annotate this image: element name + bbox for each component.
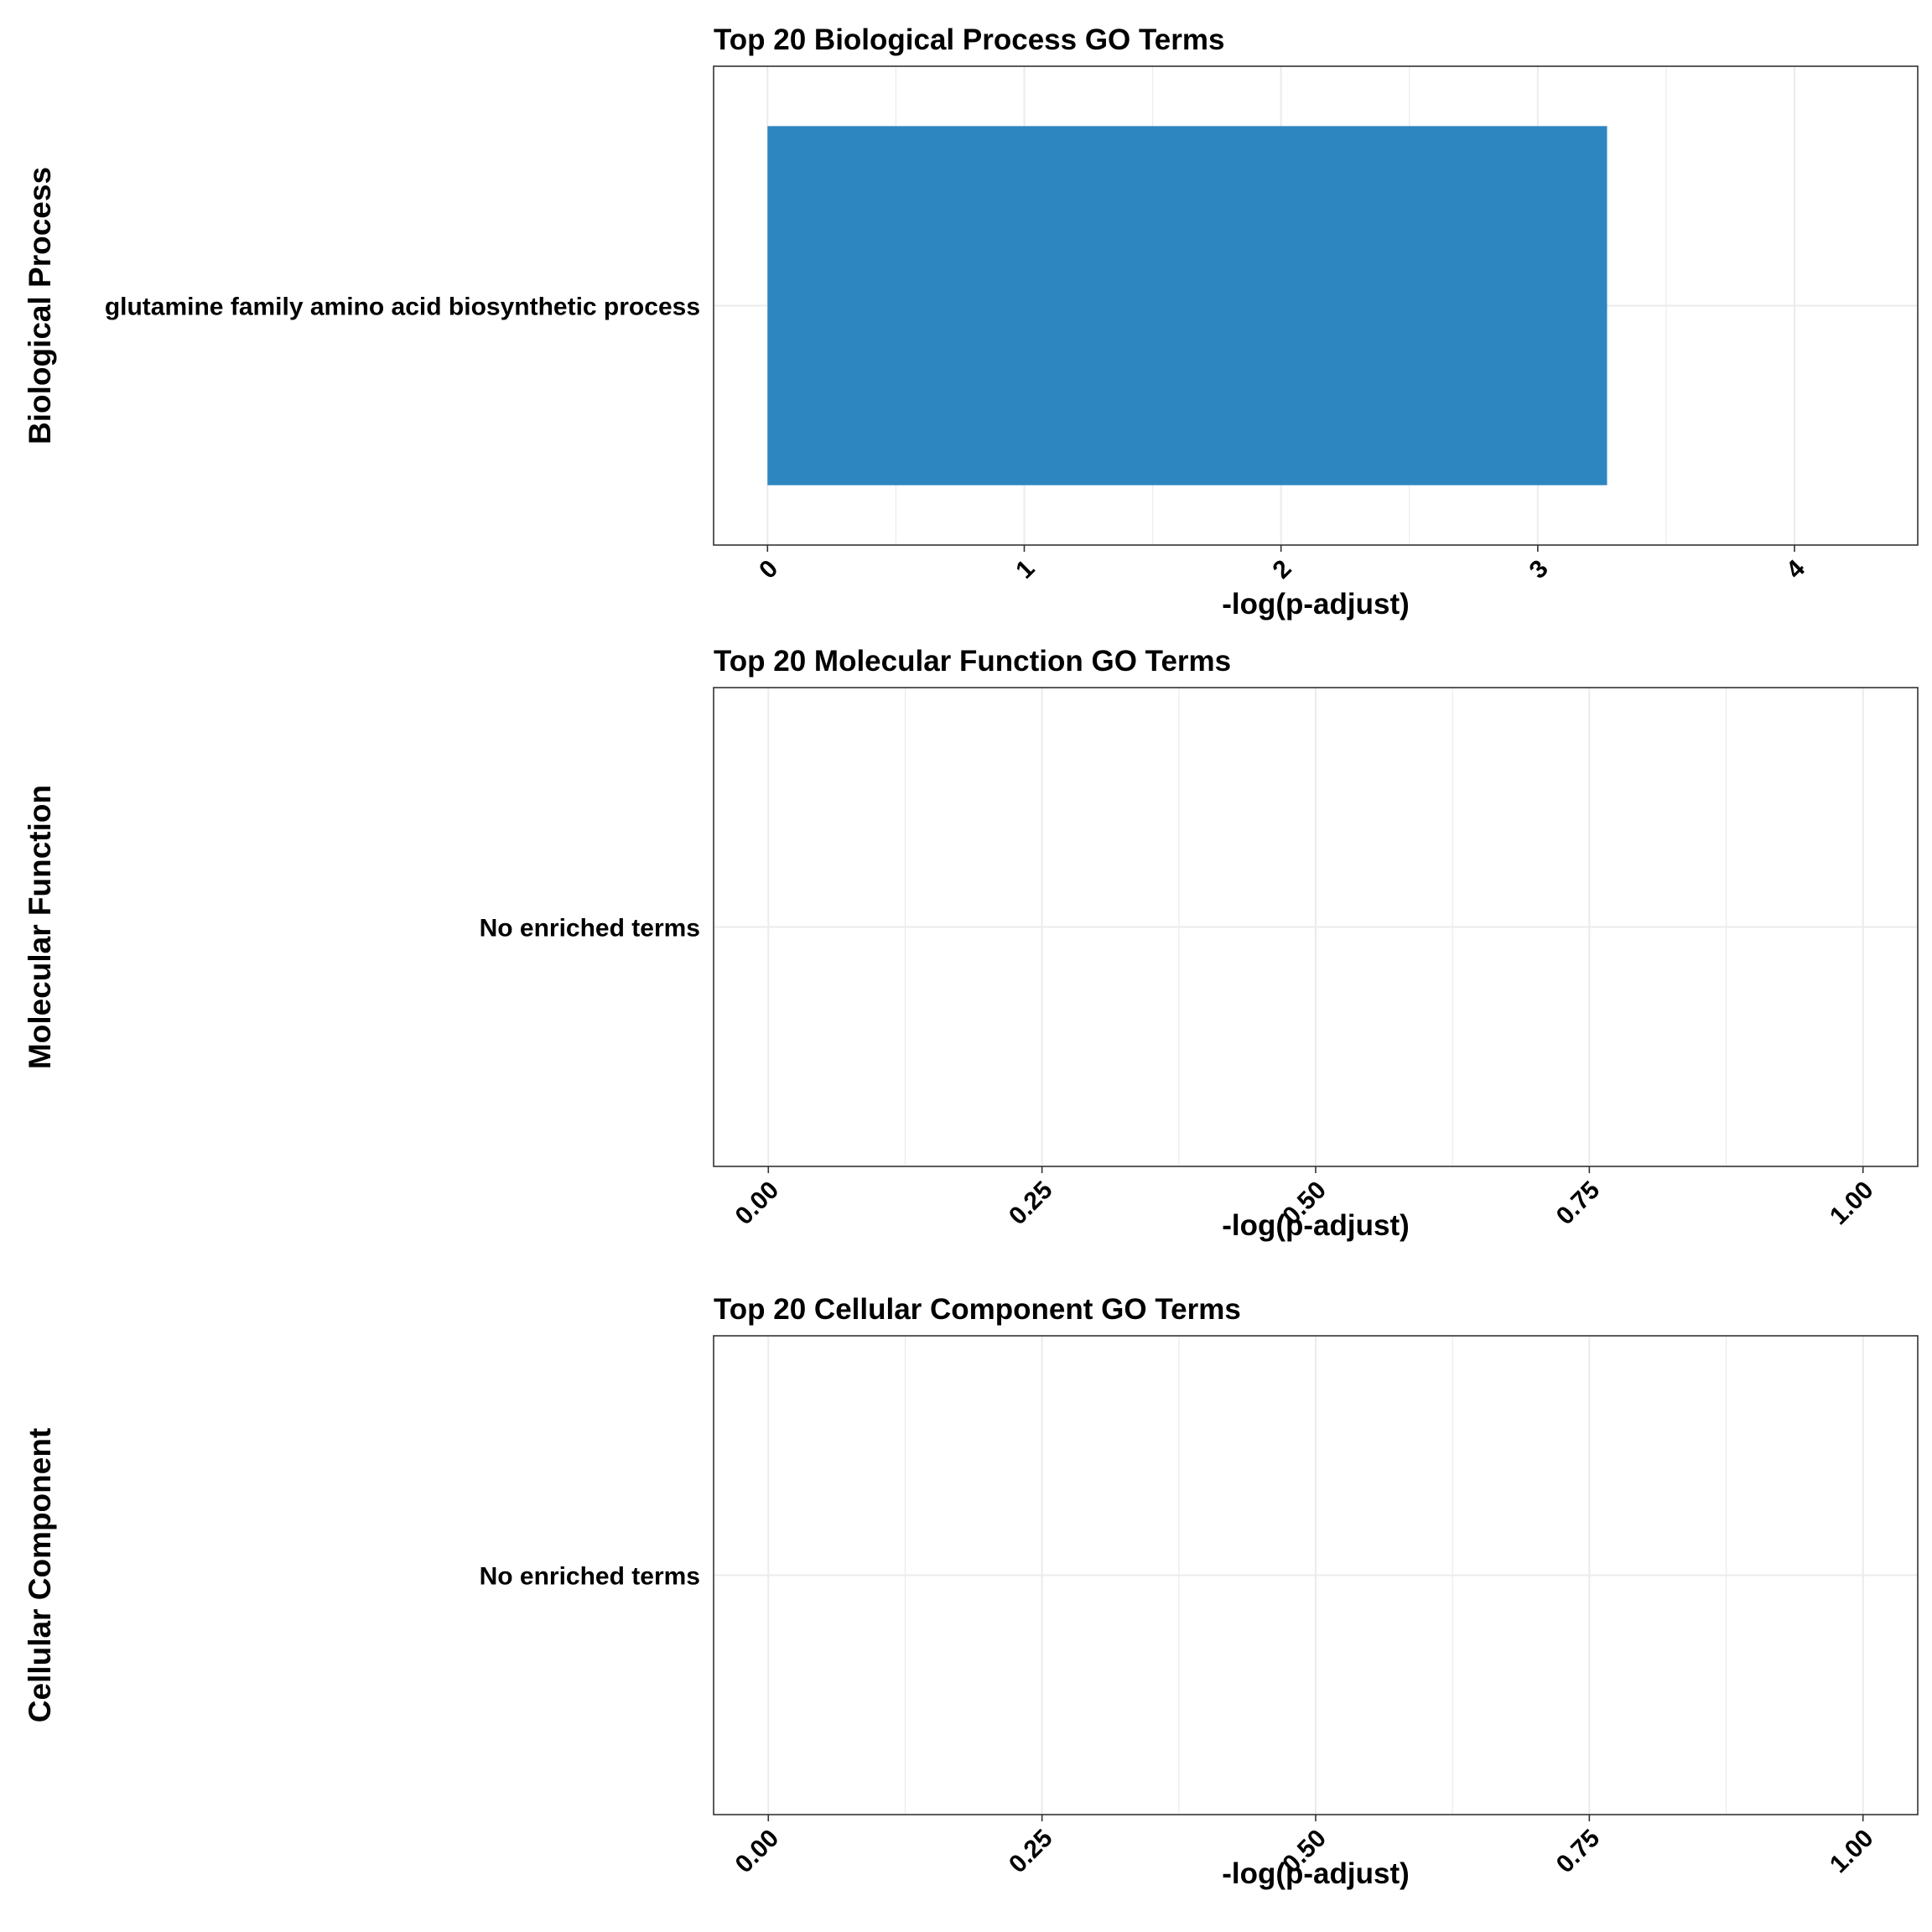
y-tick-label: No enriched terms: [480, 915, 700, 943]
y-tick-label: No enriched terms: [480, 1563, 700, 1591]
chart-title: Top 20 Molecular Function GO Terms: [714, 645, 1231, 678]
bar: [767, 126, 1607, 486]
panel-3: Top 20 Cellular Component GO Terms No enr…: [23, 1293, 1919, 1890]
chart-title: Top 20 Cellular Component GO Terms: [714, 1293, 1241, 1326]
panel-border: [713, 65, 1919, 546]
y-tick-label: glutamine family amino acid biosynthetic…: [105, 293, 700, 321]
chart-title: Top 20 Biological Process GO Terms: [714, 23, 1224, 56]
y-axis-title: Molecular Function: [23, 785, 57, 1069]
panel-1: Top 20 Biological Process GO Terms glutam…: [23, 23, 1919, 621]
x-axis-title: -log(p-adjust): [1222, 1857, 1410, 1890]
x-axis-title: -log(p-adjust): [1222, 1209, 1410, 1242]
y-axis-title: Cellular Component: [23, 1428, 57, 1723]
y-axis-title: Biological Process: [23, 167, 57, 444]
x-axis-title: -log(p-adjust): [1222, 588, 1410, 621]
